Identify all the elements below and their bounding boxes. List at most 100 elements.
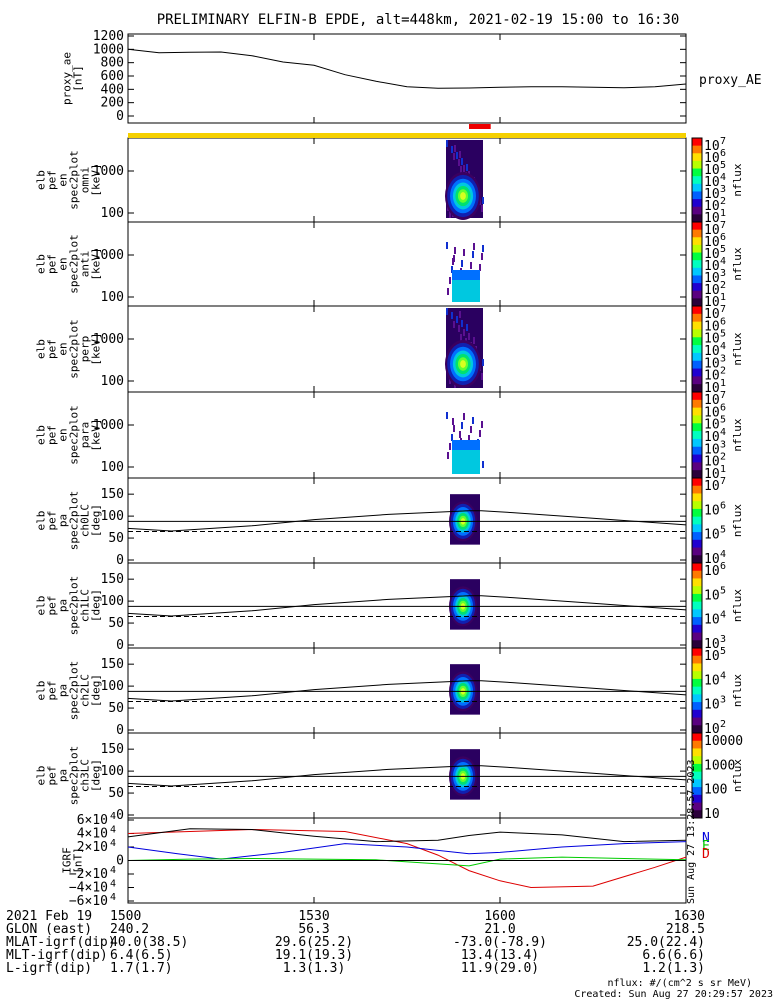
colorbar-segment — [692, 183, 702, 192]
cbar-label: nflux — [731, 674, 744, 707]
pa-loss-cone-line — [127, 765, 687, 787]
ylabel-line: spec2plot — [68, 234, 81, 294]
colorbar-segment — [692, 547, 702, 556]
igrf-ytick: −2×10 — [69, 867, 108, 882]
colorbar-segment — [692, 138, 702, 147]
spectrogram-pixel — [472, 251, 474, 258]
colorbar-segment — [692, 283, 702, 292]
ylabel-line: [deg] — [90, 674, 103, 707]
colorbar-segment — [692, 368, 702, 377]
proxy-ae-ytick: 0 — [116, 109, 124, 124]
spectrogram-pixel — [461, 422, 463, 429]
spectrogram-pixel — [452, 418, 454, 425]
cbar-tick-base: 10 — [704, 175, 720, 190]
colorbar-segment — [692, 392, 702, 401]
ylabel-line: elb — [35, 511, 48, 531]
spectrogram-pixel — [446, 412, 448, 419]
colorbar-segment — [692, 640, 702, 649]
cbar-tick-exp: 2 — [720, 196, 726, 207]
spectrogram-pixel — [470, 262, 472, 269]
colorbar-segment — [692, 470, 702, 479]
cbar-tick-base: 10 — [704, 139, 720, 154]
energy-ytick: 100 — [101, 460, 124, 475]
igrf-ytick-exp: 4 — [110, 811, 116, 822]
igrf-component-line — [127, 841, 687, 860]
pa-ytick: 150 — [101, 572, 124, 587]
ylabel-line: en — [57, 428, 70, 441]
ylabel-line: spec2plot — [68, 319, 81, 379]
ylabel-line: pef — [46, 766, 59, 786]
colorbar-segment — [692, 168, 702, 177]
colorbar-segment — [692, 532, 702, 541]
cbar-tick-exp: 1 — [720, 292, 726, 303]
pa-colorbar — [691, 562, 703, 649]
cbar-tick-base: 10 — [704, 564, 720, 579]
cbar-tick-base: 10 — [704, 187, 720, 202]
cbar-tick-exp: 4 — [720, 549, 726, 560]
cbar-tick-exp: 2 — [720, 366, 726, 377]
ylabel-line: en — [57, 257, 70, 270]
science-bar — [128, 133, 686, 138]
colorbar-segment — [692, 306, 702, 315]
colorbar-segment — [692, 290, 702, 299]
ylabel-line: spec2plot — [68, 150, 81, 210]
pa-ytick: 100 — [101, 679, 124, 694]
proxy-ae-ytick: 1000 — [93, 42, 124, 57]
colorbar-segment — [692, 214, 702, 223]
spectrogram-pixel — [451, 312, 453, 319]
ylabel-line: spec2plot — [68, 576, 81, 636]
cbar-tick-exp: 3 — [720, 353, 726, 364]
colorbar-segment — [692, 260, 702, 269]
igrf-ytick-exp: 4 — [110, 825, 116, 836]
colorbar-segment — [692, 446, 702, 456]
cbar-tick-base: 10 — [704, 455, 720, 470]
colorbar-segment — [692, 160, 702, 170]
colorbar-segment — [692, 601, 702, 610]
cbar-tick-exp: 7 — [720, 304, 726, 315]
spectrogram-pixel — [460, 166, 462, 173]
pa-panel-frame — [127, 477, 687, 564]
pa-panel-frame — [127, 562, 687, 649]
ylabel-line: elb — [35, 681, 48, 701]
cbar-tick-exp: 4 — [720, 256, 726, 267]
igrf-ytick-exp: 4 — [110, 838, 116, 849]
cbar-label: nflux — [731, 163, 744, 196]
spectrogram-pixel — [456, 316, 458, 323]
colorbar-segment — [692, 237, 702, 246]
ylabel-line: ch2LC — [79, 674, 92, 707]
pa-ytick: 50 — [108, 786, 124, 801]
spectrogram-pixel — [463, 413, 465, 420]
pa-panel-frame — [127, 732, 687, 819]
cbar-tick-base: 10 — [704, 588, 720, 603]
energy-colorbar — [691, 221, 703, 307]
spectrogram-pixel — [482, 197, 484, 204]
proxy-ae-ytick: 600 — [101, 69, 124, 84]
colorbar-segment — [692, 748, 702, 757]
footer-row-value: 40.0(38.5) — [110, 935, 188, 950]
ylabel-line: [deg] — [90, 759, 103, 792]
ylabel-line: [keV] — [90, 247, 103, 280]
cbar-tick-exp: 5 — [720, 585, 726, 596]
cbar-tick-exp: 4 — [720, 172, 726, 183]
footer-row-label: MLAT-igrf(dip) — [6, 935, 116, 950]
colorbar-segment — [692, 145, 702, 154]
ylabel-line: en — [57, 173, 70, 186]
ylabel-line: spec2plot — [68, 661, 81, 721]
footer-row-value: 1.7(1.7) — [110, 961, 173, 976]
footer-row-value: 1600 — [484, 909, 515, 924]
footer-row-value: 25.0(22.4) — [627, 935, 705, 950]
ylabel-line: spec2plot — [68, 491, 81, 551]
igrf-ylabel: IGRF[nT] — [61, 847, 85, 874]
ylabel-line: para — [79, 422, 92, 449]
science-zone-marker — [469, 124, 491, 129]
colorbar-segment — [692, 524, 702, 533]
energy-ytick: 1000 — [93, 248, 124, 263]
footer-row-value: 240.2 — [110, 922, 149, 937]
colorbar-segment — [692, 191, 702, 200]
cbar-tick-base: 10 — [704, 356, 720, 371]
spectrogram-pixel — [453, 321, 455, 328]
ylabel-line: pef — [46, 339, 59, 359]
footer-row-value: 1500 — [110, 909, 141, 924]
